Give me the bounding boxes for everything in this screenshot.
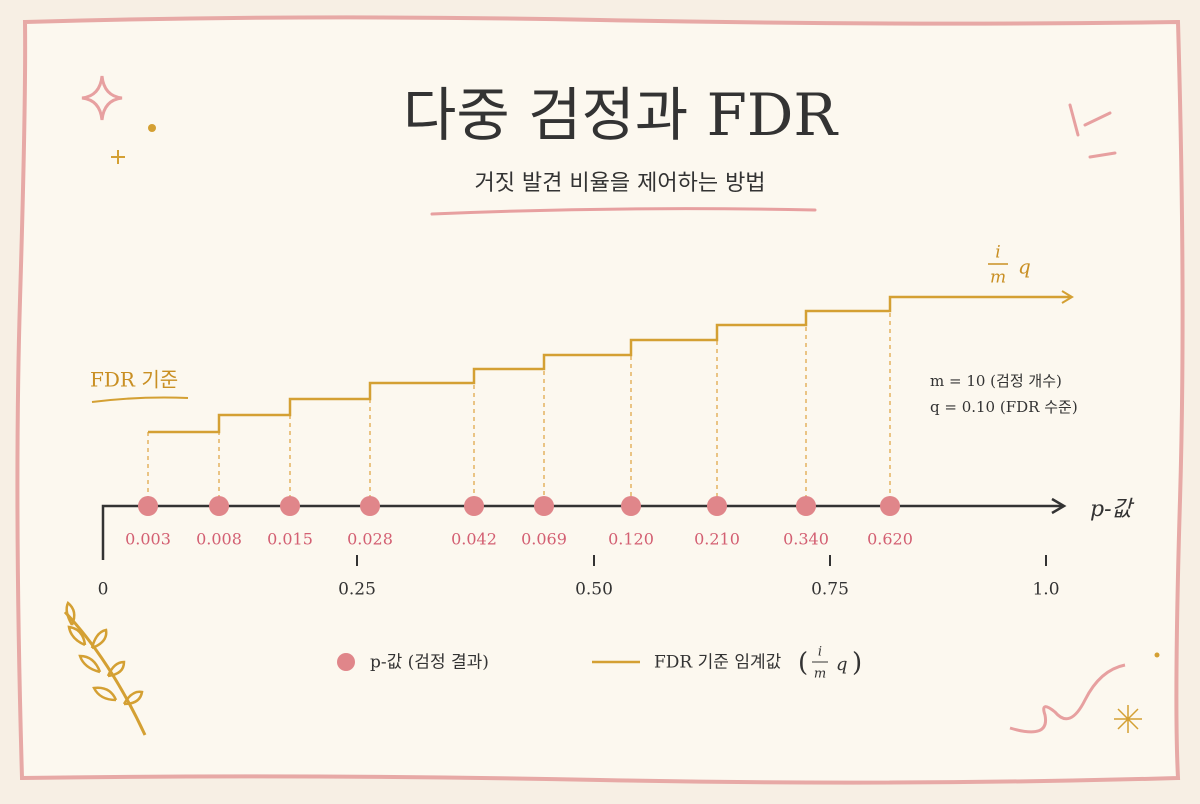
p-value-dot — [880, 496, 900, 516]
p-value-label: 0.340 — [783, 530, 829, 549]
dot-decor — [1154, 652, 1160, 658]
star-decor — [1114, 705, 1142, 733]
dot-decor — [148, 124, 156, 132]
axis-arrow — [1051, 497, 1067, 515]
p-value-dot — [534, 496, 554, 516]
p-value-label: 0.028 — [347, 530, 393, 549]
branch — [63, 610, 147, 736]
axis — [101, 504, 1062, 560]
parameter: m = 10 (검정 개수) — [930, 372, 1062, 390]
paren: ( — [798, 648, 808, 678]
legend-points: p-값 (검정 결과) — [370, 653, 489, 673]
legend-dot — [337, 653, 355, 671]
p-value-label: 0.008 — [196, 530, 242, 549]
swirl — [1009, 663, 1126, 734]
tick-label: 0.25 — [338, 580, 376, 600]
step-arrow — [1061, 290, 1074, 304]
p-value-dot — [209, 496, 229, 516]
p-value-dot — [360, 496, 380, 516]
tick-label: 0.75 — [811, 580, 849, 600]
leaves — [65, 601, 144, 706]
p-value-label: 0.015 — [267, 530, 313, 549]
frame — [15, 15, 1185, 785]
p-value-label: 0.210 — [694, 530, 740, 549]
plus-decor — [111, 150, 125, 164]
legend-factor: q — [836, 654, 848, 675]
p-value-dot — [707, 496, 727, 516]
threshold-label: FDR 기준 — [90, 368, 178, 392]
line-label-factor: q — [1018, 255, 1031, 279]
p-value-label: 0.620 — [867, 530, 913, 549]
parameter: q = 0.10 (FDR 수준) — [930, 398, 1078, 416]
legend-denominator: m — [814, 667, 826, 682]
p-value-dot — [464, 496, 484, 516]
subtitle: 거짓 발견 비율을 제어하는 방법 — [474, 171, 765, 196]
step-line — [148, 295, 1070, 434]
line-label-denominator: m — [990, 268, 1006, 288]
line-label-numerator: i — [995, 243, 1000, 263]
sparkle — [81, 75, 123, 121]
p-value-dot — [280, 496, 300, 516]
tick-label: 0 — [98, 580, 109, 600]
underline — [430, 207, 817, 216]
title: 다중 검정과 FDR — [403, 81, 839, 149]
tick-label: 1.0 — [1032, 580, 1059, 600]
p-value-dot — [138, 496, 158, 516]
threshold-underline — [91, 396, 189, 403]
p-value-label: 0.042 — [451, 530, 497, 549]
p-value-label: 0.069 — [521, 530, 567, 549]
p-value-label: 0.120 — [608, 530, 654, 549]
tick-label: 0.50 — [575, 580, 613, 600]
paren: ) — [852, 648, 862, 678]
p-value-label: 0.003 — [125, 530, 171, 549]
p-value-dot — [621, 496, 641, 516]
legend-numerator: i — [818, 645, 822, 660]
axis-label: p-값 — [1090, 497, 1135, 522]
p-value-dot — [796, 496, 816, 516]
burst — [1068, 103, 1117, 159]
legend-line-label: FDR 기준 임계값 — [654, 653, 782, 673]
